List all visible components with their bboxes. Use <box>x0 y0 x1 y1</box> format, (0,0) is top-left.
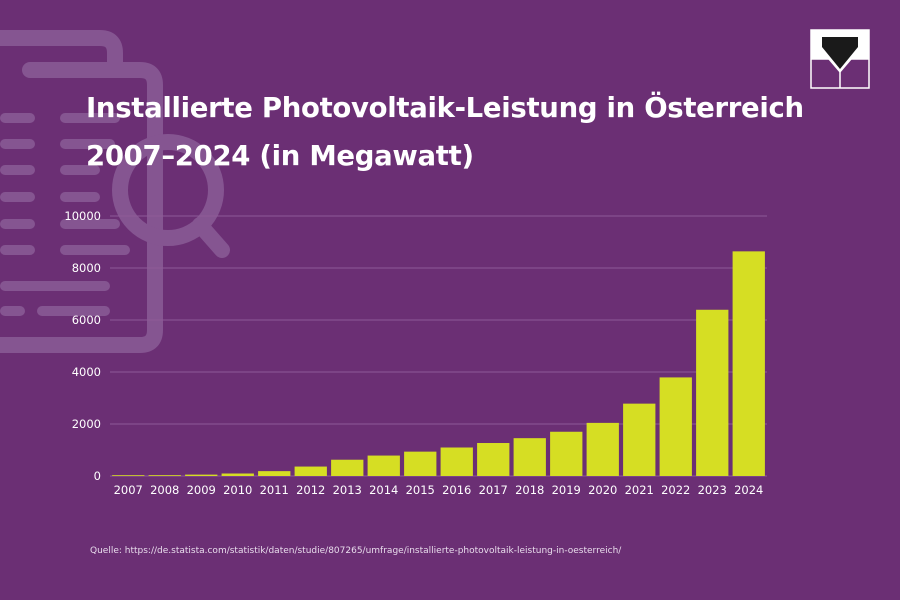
y-tick-label: 0 <box>94 469 101 483</box>
y-tick-label: 10000 <box>64 209 101 223</box>
bar-2009 <box>185 474 218 476</box>
y-tick-label: 8000 <box>72 261 101 275</box>
x-tick-label: 2010 <box>223 483 252 497</box>
chart-title: Installierte Photovoltaik-Leistung in Ös… <box>86 84 806 180</box>
x-tick-label: 2015 <box>406 483 435 497</box>
bar-2016 <box>440 447 473 476</box>
x-tick-label: 2011 <box>260 483 289 497</box>
bar-2015 <box>404 451 437 476</box>
x-tick-label: 2021 <box>625 483 654 497</box>
bar-2014 <box>367 455 400 476</box>
chart-title-line-1: Installierte Photovoltaik-Leistung in Ös… <box>86 92 804 124</box>
bar-2017 <box>477 443 510 476</box>
source-note: Quelle: https://de.statista.com/statisti… <box>90 546 622 556</box>
x-tick-label: 2019 <box>552 483 581 497</box>
bar-2023 <box>696 309 729 476</box>
bar-2024 <box>732 251 765 476</box>
x-tick-label: 2018 <box>515 483 544 497</box>
bar-2010 <box>221 473 254 476</box>
bar-2007 <box>112 475 145 476</box>
x-tick-label: 2013 <box>333 483 362 497</box>
bar-2022 <box>659 377 692 476</box>
bar-2013 <box>331 459 364 476</box>
y-tick-label: 2000 <box>72 417 101 431</box>
y-tick-label: 4000 <box>72 365 101 379</box>
x-tick-label: 2024 <box>734 483 763 497</box>
x-tick-label: 2017 <box>479 483 508 497</box>
x-tick-label: 2014 <box>369 483 398 497</box>
x-tick-label: 2020 <box>588 483 617 497</box>
bar-2008 <box>148 475 181 476</box>
x-tick-label: 2008 <box>150 483 179 497</box>
x-tick-label: 2022 <box>661 483 690 497</box>
bar-2012 <box>294 466 327 476</box>
x-tick-label: 2012 <box>296 483 325 497</box>
y-tick-label: 6000 <box>72 313 101 327</box>
chart-title-line-2: 2007–2024 (in Megawatt) <box>86 140 474 172</box>
x-tick-label: 2007 <box>114 483 143 497</box>
x-tick-label: 2016 <box>442 483 471 497</box>
bar-2021 <box>623 403 656 476</box>
bar-2018 <box>513 438 546 476</box>
bar-2019 <box>550 431 583 476</box>
bar-2020 <box>586 422 619 476</box>
logo-icon <box>810 29 870 89</box>
bar-2011 <box>258 471 291 476</box>
x-tick-label: 2023 <box>698 483 727 497</box>
x-tick-label: 2009 <box>187 483 216 497</box>
